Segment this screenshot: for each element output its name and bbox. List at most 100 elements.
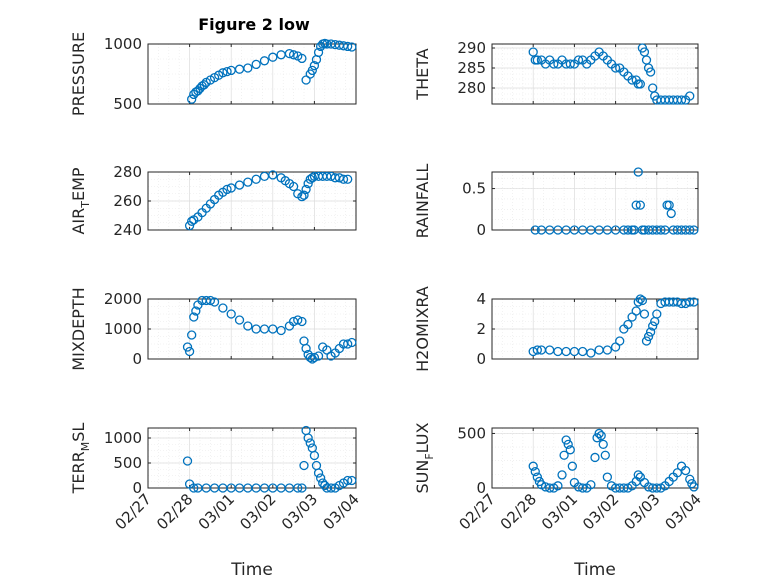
y-tick-label: 0 [476,350,486,368]
data-point [309,60,320,71]
data-point [652,309,662,319]
data-point [343,339,353,349]
axes-frame [147,43,357,105]
data-point [664,200,674,210]
data-point [297,53,307,64]
data-point [623,225,633,235]
data-point [685,225,695,235]
data-point [234,180,245,190]
data-point [347,42,357,52]
data-point [218,303,228,313]
data-point [199,80,209,90]
data-point [307,65,317,76]
y-axis-label-text: RAINFALL [413,164,432,239]
subplot-7: 02/2702/2803/0103/0203/0303/0405001000TE… [69,423,363,580]
data-point [590,452,600,463]
data-point [666,208,676,219]
x-tick-label: 03/02 [236,490,279,533]
y-tick-label: 0 [476,221,486,239]
x-tick-label: 03/02 [579,490,622,533]
data-point [685,474,695,484]
data-point [299,190,309,200]
x-tick-label: 02/28 [497,490,540,533]
data-point [303,433,313,443]
x-axis-label: Time [573,560,616,580]
data-point [297,316,307,327]
data-point [259,56,270,66]
y-axis-label-subscript: F [423,453,436,459]
y-axis-label-tail: SL [69,423,88,442]
data-point [347,337,357,348]
data-point [299,460,309,471]
data-point [222,184,232,195]
x-tick-label: 02/28 [153,490,196,533]
data-point [187,94,197,104]
data-point [293,315,303,325]
subplot-3: 240 260 280 AIRTEMP [69,163,357,239]
data-point [586,480,596,490]
data-point [594,428,604,439]
data-point [573,55,584,65]
y-axis-label-text: AIR [69,208,88,235]
data-point [633,167,643,177]
data-point [243,177,253,187]
y-tick-label: 4 [476,290,486,308]
y-tick-label: 0 [132,350,142,368]
data-point [689,225,699,235]
data-point [641,336,652,346]
data-point [343,174,353,184]
y-axis-label-text: MIXDEPTH [69,287,88,370]
data-point [209,297,220,307]
y-tick-label: 1000 [104,429,142,447]
data-point [635,79,645,89]
data-point [293,483,303,493]
y-tick-label: 260 [113,192,142,210]
data-point [545,483,555,493]
data-point [205,295,216,306]
y-axis-label-text: H2OMIXRA [413,286,432,372]
y-tick-label: 2 [476,320,486,338]
data-point [297,483,307,493]
y-axis-label-text: PRESSURE [69,32,88,116]
data-point [191,306,201,316]
y-axis-label: THETA [413,48,432,100]
data-point [343,41,353,52]
data-point [602,472,613,482]
data-point [313,468,324,478]
data-point [610,63,621,73]
data-point [234,315,245,325]
y-axis-label-subscript: T [79,201,92,209]
data-point [226,309,236,319]
data-point [685,91,695,101]
data-point [553,481,563,491]
y-tick-label: 500 [113,454,142,472]
subplot-4: 0 0.5 RAINFALL [413,164,699,239]
data-point [530,466,540,477]
data-point [226,183,236,193]
y-axis-label-subscript: M [79,442,92,452]
data-point [631,306,641,316]
data-point [338,174,349,184]
y-tick-label: 1000 [104,320,142,338]
y-tick-label: 500 [113,95,142,113]
data-point [689,482,699,492]
data-point [182,342,193,352]
data-point [637,295,648,306]
subplot-5: 0 1000 2000 MIXDEPTH [69,287,357,371]
data-point [222,66,232,77]
y-axis-label-text: THETA [413,48,432,100]
data-point [557,470,567,480]
data-point [309,450,320,461]
data-point [598,439,608,450]
data-point [676,95,687,105]
data-point [309,352,320,363]
y-axis-label: H2OMIXRA [413,286,432,372]
data-point [218,68,228,78]
data-point [251,59,261,70]
data-point [565,59,575,69]
data-point [189,312,199,322]
data-point [680,465,691,476]
data-point [532,345,542,355]
data-point [301,184,311,195]
